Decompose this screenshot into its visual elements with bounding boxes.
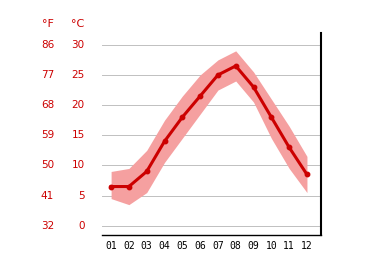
Text: 10: 10 (72, 161, 85, 170)
Text: 20: 20 (72, 100, 85, 110)
Text: 59: 59 (41, 130, 54, 140)
Text: 41: 41 (41, 191, 54, 201)
Text: 5: 5 (78, 191, 85, 201)
Text: 77: 77 (41, 70, 54, 80)
Text: 68: 68 (41, 100, 54, 110)
Text: 50: 50 (41, 161, 54, 170)
Text: °C: °C (72, 19, 85, 29)
Text: 25: 25 (72, 70, 85, 80)
Text: 15: 15 (72, 130, 85, 140)
Text: 32: 32 (41, 221, 54, 231)
Text: 0: 0 (78, 221, 85, 231)
Text: 30: 30 (72, 40, 85, 50)
Text: °F: °F (42, 19, 54, 29)
Text: 86: 86 (41, 40, 54, 50)
